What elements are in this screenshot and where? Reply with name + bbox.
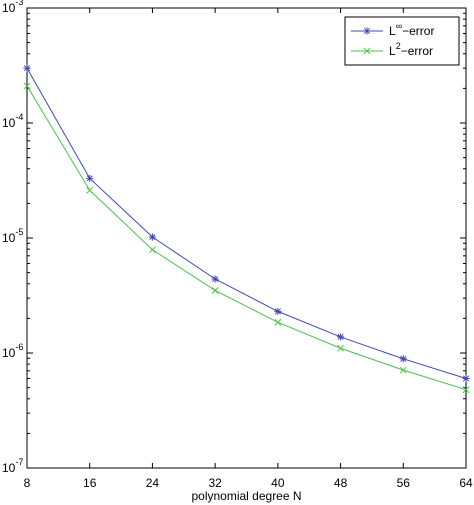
legend-label-1: L2−error	[389, 41, 433, 58]
series-line-1	[26, 85, 467, 391]
x-tick-label: 56	[397, 476, 411, 490]
x-tick-label: 24	[146, 476, 160, 490]
data-point-1-3	[211, 287, 219, 294]
legend: L∞−error L2−error	[344, 16, 460, 66]
data-point-1-0	[23, 82, 31, 90]
x-tick-label: 16	[83, 476, 97, 490]
legend-item-1: L2−error	[351, 41, 433, 58]
x-tick-label: 40	[271, 476, 285, 490]
data-point-0-7	[462, 374, 470, 383]
data-point-1-6	[399, 366, 407, 374]
data-point-1-1	[86, 186, 94, 194]
data-point-1-5	[337, 344, 344, 352]
y-tick-label: 10-7	[2, 457, 23, 475]
data-point-0-4	[274, 307, 282, 316]
x-tick-label: 64	[459, 476, 473, 490]
x-tick-label: 48	[334, 476, 348, 490]
data-point-1-4	[274, 318, 282, 326]
data-point-0-2	[148, 233, 157, 241]
data-point-1-2	[149, 246, 156, 254]
y-tick-label: 10-5	[2, 227, 23, 245]
legend-label-0: L∞−error	[389, 21, 434, 38]
plot-area	[26, 7, 467, 469]
legend-box	[344, 16, 460, 66]
legend-item-0: L∞−error	[351, 21, 434, 38]
y-tick-label: 10-6	[2, 342, 23, 360]
data-point-1-7	[462, 386, 470, 394]
x-tick-label: 8	[24, 476, 31, 490]
legend-marker-0	[363, 27, 371, 35]
data-point-0-0	[23, 64, 31, 72]
legend-marker-1	[363, 47, 371, 55]
data-point-0-6	[399, 355, 407, 363]
data-point-0-3	[211, 275, 219, 283]
x-tick-label: 32	[208, 476, 222, 490]
data-point-0-5	[336, 333, 345, 341]
y-tick-label: 10-4	[2, 112, 23, 130]
series-line-0	[26, 67, 467, 379]
x-axis-label: polynomial degree N	[191, 489, 301, 503]
axis-ticks: 8 16 24 32 40 48 56 64 10-7 10-6 10-5 10-4 10-3	[2, 0, 473, 490]
data-point-0-1	[86, 174, 94, 182]
y-tick-label: 10-3	[2, 0, 23, 15]
series-group	[23, 64, 470, 394]
